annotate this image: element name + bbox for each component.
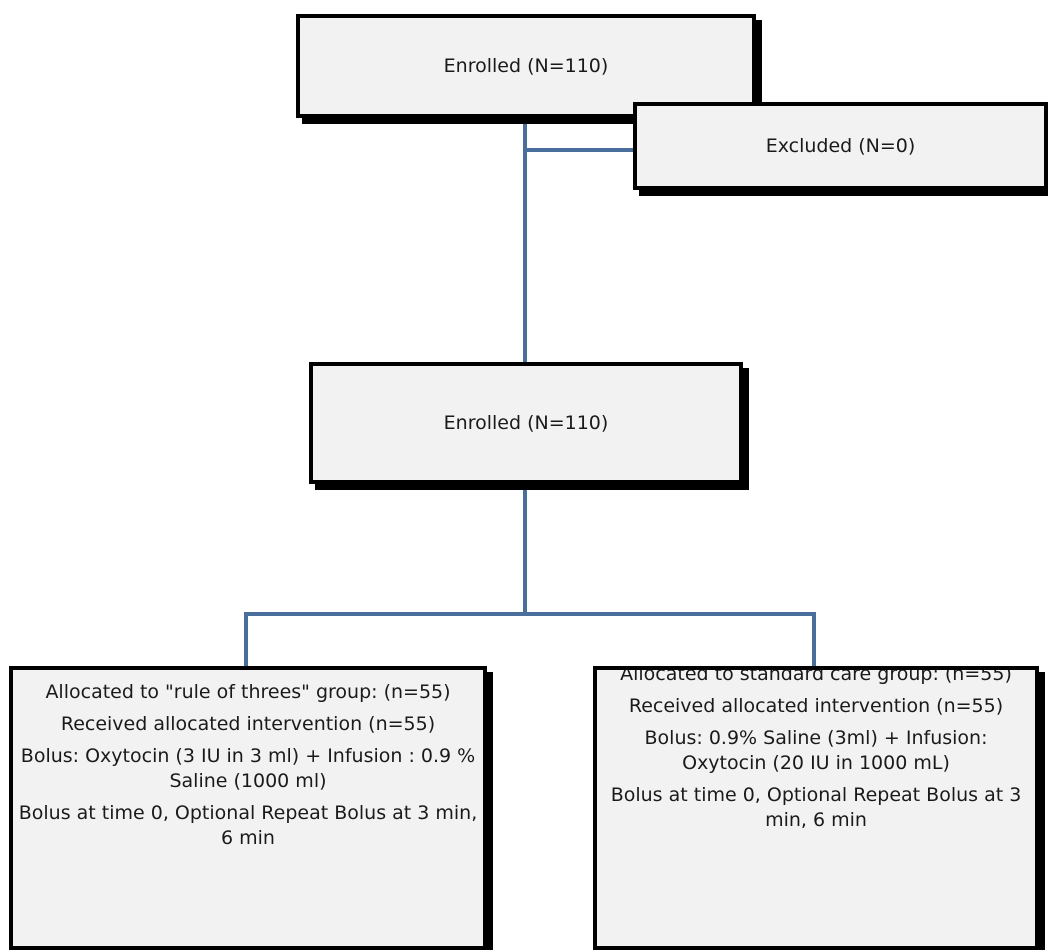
standard-care-arm-box: Allocated to standard care group: (n=55)… [593,666,1039,950]
arm-bolus-timing: Bolus at time 0, Optional Repeat Bolus a… [610,784,1022,831]
enrolled-label-top: Enrolled (N=110) [443,55,609,77]
enrolled-box-top: Enrolled (N=110) [296,14,756,118]
excluded-label: Excluded (N=0) [765,135,916,157]
arm-bolus-infusion: Bolus: 0.9% Saline (3ml) + Infusion: Oxy… [644,727,988,774]
arm-received: Received allocated intervention (n=55) [628,695,1004,717]
excluded-box: Excluded (N=0) [633,102,1048,190]
enrolled-label-middle: Enrolled (N=110) [443,412,609,434]
arm-received: Received allocated intervention (n=55) [60,713,436,735]
arm-allocation: Allocated to "rule of threes" group: (n=… [45,681,451,703]
arm-bolus-infusion: Bolus: Oxytocin (3 IU in 3 ml) + Infusio… [20,745,476,792]
arm-bolus-timing: Bolus at time 0, Optional Repeat Bolus a… [18,802,478,849]
enrolled-box-middle: Enrolled (N=110) [309,362,743,484]
arm-allocation: Allocated to standard care group: (n=55) [620,666,1012,685]
rule-of-threes-arm-box: Allocated to "rule of threes" group: (n=… [9,666,487,950]
